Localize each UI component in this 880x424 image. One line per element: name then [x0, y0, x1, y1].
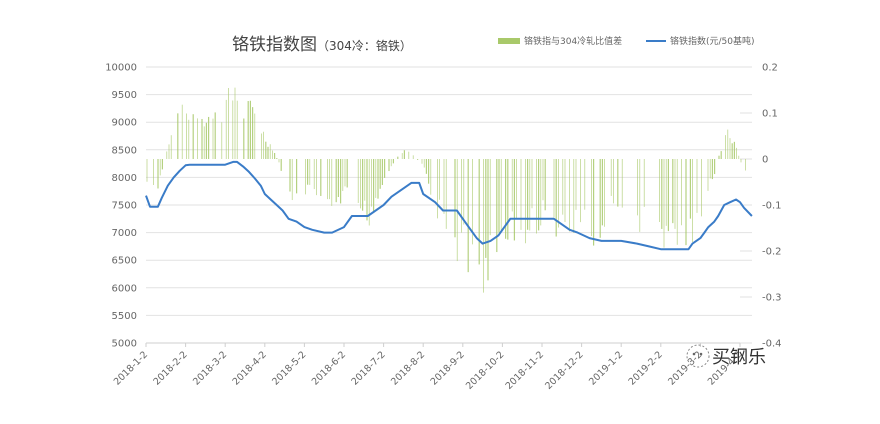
- left-tick-label: 9000: [112, 118, 137, 129]
- left-tick-label: 6500: [112, 256, 137, 267]
- watermark: 买钢乐: [686, 344, 766, 368]
- x-tick-label: 2018-12-2: [543, 349, 586, 392]
- left-tick-label: 10000: [105, 63, 137, 74]
- x-axis: 2018-1-2 2018-2-2 2018-3-2 2018-4-2 2018-5-2…: [112, 343, 744, 392]
- legend: 铬铁指与304冷轧比值差 铬铁指数(元/50基吨): [498, 35, 755, 47]
- right-tick-label: 0: [762, 155, 768, 166]
- right-tick-label: 0.1: [762, 109, 778, 120]
- right-tick-label: -0.1: [762, 201, 782, 212]
- gridlines: [146, 66, 752, 344]
- left-tick-label: 5000: [112, 339, 137, 350]
- left-tick-label: 8000: [112, 173, 137, 184]
- legend-label-bars: 铬铁指与304冷轧比值差: [524, 35, 622, 47]
- left-tick-label: 8500: [112, 145, 137, 156]
- x-tick-label: 2018-5-2: [270, 349, 308, 387]
- chart-title: 铬铁指数图（304冷：铬铁）: [232, 35, 412, 55]
- left-axis: 10000 9500 9000 8500 8000 7500 7000 6500 6000 550…: [105, 63, 137, 350]
- index-line: [145, 160, 753, 251]
- x-tick-label: 2019-3-2: [666, 349, 704, 387]
- left-tick-label: 6000: [112, 283, 137, 294]
- x-tick-label: 2018-4-2: [231, 349, 269, 387]
- right-tick-label: -0.2: [762, 247, 782, 258]
- legend-label-line: 铬铁指数(元/50基吨): [670, 35, 755, 47]
- x-tick-label: 2018-11-2: [504, 349, 547, 392]
- right-tick-label: -0.3: [762, 293, 782, 304]
- right-tick-label: 0.2: [762, 63, 778, 74]
- x-tick-label: 2019-1-2: [587, 349, 625, 387]
- left-tick-label: 7500: [112, 201, 137, 212]
- x-tick-label: 2018-6-2: [310, 349, 348, 387]
- x-tick-label: 2018-10-2: [464, 349, 507, 392]
- left-tick-label: 7000: [112, 228, 137, 239]
- x-tick-label: 2018-1-2: [112, 349, 150, 387]
- legend-swatch-bars: [498, 38, 520, 44]
- right-axis: 0.2 0.1 0 -0.1 -0.2 -0.3 -0.4: [762, 63, 782, 350]
- wechat-icon: [686, 344, 710, 368]
- ratio-bars: [146, 87, 746, 293]
- right-tick-label: -0.4: [762, 339, 782, 350]
- x-tick-label: 2018-9-2: [429, 349, 467, 387]
- x-tick-label: 2018-8-2: [389, 349, 427, 387]
- x-tick-label: 2018-2-2: [151, 349, 189, 387]
- left-tick-label: 5500: [112, 311, 137, 322]
- x-tick-label: 2019-2-2: [627, 349, 665, 387]
- watermark-text: 买钢乐: [712, 347, 766, 368]
- left-tick-label: 9500: [112, 90, 137, 101]
- x-tick-label: 2018-7-2: [349, 349, 387, 387]
- x-tick-label: 2018-3-2: [191, 349, 229, 387]
